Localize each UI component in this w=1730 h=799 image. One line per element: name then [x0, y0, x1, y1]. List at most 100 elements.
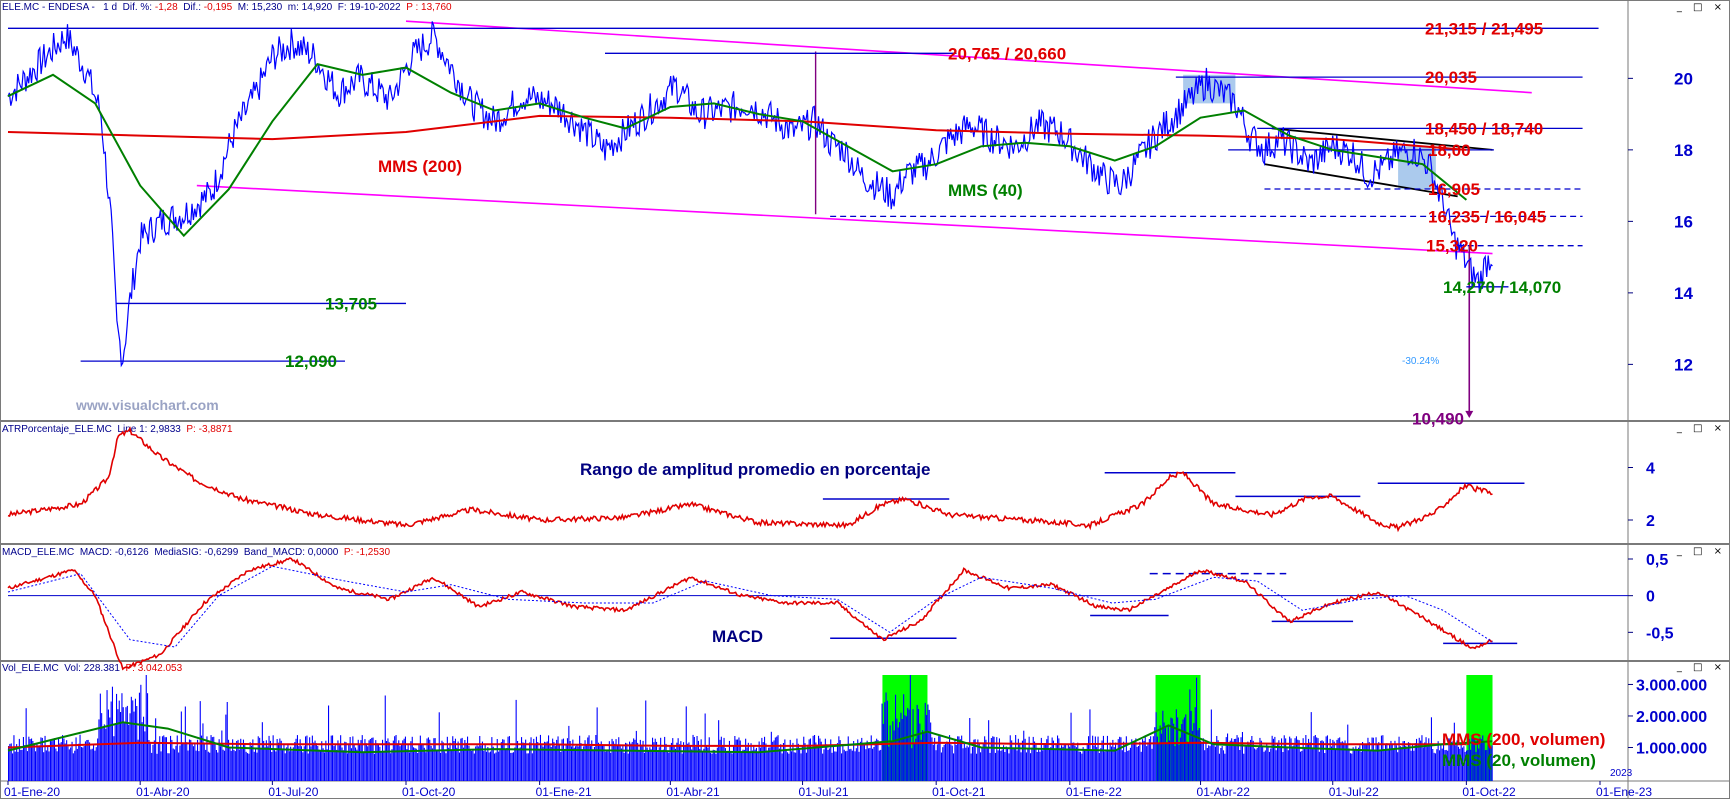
volume-bar: [561, 739, 563, 781]
volume-bar: [75, 737, 77, 781]
volume-bar: [1210, 709, 1212, 781]
volume-bar: [977, 739, 979, 781]
volume-bar: [676, 742, 678, 781]
volume-bar: [1151, 748, 1153, 781]
volume-bar: [132, 700, 134, 781]
pct-label: -30.24%: [1402, 356, 1439, 367]
volume-bar: [128, 724, 130, 781]
volume-bar: [727, 750, 729, 781]
volume-bar: [808, 739, 810, 781]
volume-bar: [824, 738, 826, 781]
volume-bar: [653, 742, 655, 781]
volume-bar: [1335, 749, 1337, 781]
volume-bar: [176, 735, 178, 781]
volume-bar: [76, 748, 78, 781]
volume-bar: [118, 700, 120, 781]
x-tick-label: 01-Jul-22: [1329, 785, 1379, 799]
volume-bar: [1472, 736, 1474, 781]
volume-bar: [280, 740, 282, 781]
volume-bar: [737, 739, 739, 781]
volume-bar: [1480, 739, 1482, 781]
volume-bar: [819, 738, 821, 781]
volume-bar: [1455, 745, 1457, 781]
volume-bar: [359, 744, 361, 781]
vol-mms20-label: MMS (20, volumen): [1442, 751, 1596, 770]
volume-bar: [361, 735, 363, 781]
volume-bar: [282, 750, 284, 781]
volume-bar: [1389, 744, 1391, 781]
volume-bar: [1317, 738, 1319, 781]
volume-bar: [978, 744, 980, 781]
volume-bar: [896, 718, 898, 781]
volume-bar: [568, 725, 570, 781]
volume-bar: [1429, 743, 1431, 781]
volume-bar: [313, 742, 315, 781]
volume-bar: [124, 722, 126, 781]
volume-bar: [140, 684, 142, 781]
volume-bar: [357, 739, 359, 781]
volume-bar: [515, 699, 517, 781]
volume-bar: [1418, 737, 1420, 781]
volume-bar: [989, 752, 991, 781]
volume-bar: [947, 742, 949, 781]
volume-bar: [993, 736, 995, 781]
volume-bar: [387, 738, 389, 781]
volume-bar: [630, 743, 632, 781]
vol-window-controls[interactable]: _ □ ×: [1676, 662, 1726, 673]
volume-bar: [1362, 742, 1364, 781]
volume-bar: [1146, 746, 1148, 781]
volume-bar: [1139, 741, 1141, 781]
volume-bar: [1050, 747, 1052, 781]
volume-bar: [1200, 740, 1202, 781]
volume-bar: [1302, 738, 1304, 781]
volume-bar: [1471, 735, 1473, 781]
volume-bar: [791, 751, 793, 781]
volume-bar: [323, 752, 325, 781]
volume-bar: [53, 738, 55, 781]
volume-bar: [56, 751, 58, 781]
volume-bar: [1183, 717, 1185, 781]
y-tick-label: 0: [1646, 589, 1655, 606]
volume-bar: [1451, 741, 1453, 781]
volume-bar: [1412, 743, 1414, 781]
volume-bar: [1433, 752, 1435, 781]
volume-bar: [1054, 749, 1056, 781]
price-window-controls[interactable]: _ □ ×: [1676, 2, 1726, 13]
volume-bar: [552, 738, 554, 781]
volume-bar: [261, 722, 263, 781]
volume-bar: [480, 745, 482, 781]
volume-bar: [445, 753, 447, 781]
volume-bar: [33, 744, 35, 781]
volume-bar: [909, 675, 911, 781]
volume-bar: [888, 746, 890, 781]
volume-bar: [400, 744, 402, 781]
volume-bar: [548, 735, 550, 781]
volume-bar: [305, 736, 307, 781]
volume-bar: [303, 746, 305, 781]
volume-bar: [63, 738, 65, 781]
volume-bar: [1077, 742, 1079, 781]
macd-window-controls[interactable]: _ □ ×: [1676, 546, 1726, 557]
volume-bar: [661, 751, 663, 781]
channel-top-line: [1271, 127, 1493, 151]
volume-bar: [1212, 743, 1214, 781]
volume-bar: [107, 709, 109, 781]
volume-bar: [850, 748, 852, 781]
volume-bar: [191, 743, 193, 781]
volume-bar: [47, 746, 49, 781]
volume-bar: [669, 746, 671, 781]
volume-bar: [1312, 748, 1314, 781]
volume-bar: [1063, 743, 1065, 781]
volume-bar: [1466, 750, 1468, 781]
volume-bar: [484, 743, 486, 781]
volume-bar: [1098, 752, 1100, 781]
atr-window-controls[interactable]: _ □ ×: [1676, 423, 1726, 434]
volume-bar: [182, 742, 184, 781]
volume-bar: [1271, 735, 1273, 781]
volume-bar: [741, 751, 743, 781]
volume-bar: [889, 725, 891, 781]
volume-bar: [1142, 739, 1144, 781]
volume-bar: [1251, 736, 1253, 781]
volume-bar: [531, 753, 533, 781]
